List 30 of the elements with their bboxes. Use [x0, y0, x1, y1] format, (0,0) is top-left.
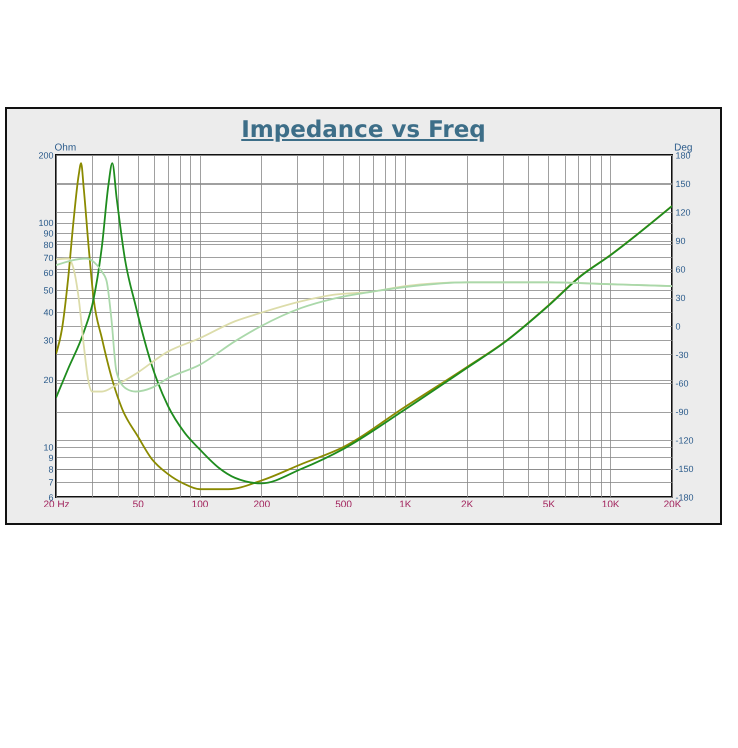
y2-tick-label: -120 [676, 436, 694, 446]
y-tick-label: 6 [48, 492, 54, 502]
y-tick-label: 50 [43, 286, 54, 296]
y-tick-label: 90 [43, 228, 54, 238]
y2-tick-label: 60 [676, 264, 686, 274]
y-tick-label: 40 [43, 307, 54, 318]
y-tick-label: 60 [43, 268, 54, 278]
y2-tick-label: -60 [676, 378, 689, 388]
y2-tick-label: 0 [676, 322, 681, 332]
y2-tick-label: -180 [676, 492, 694, 502]
y2-tick-label: 90 [676, 236, 686, 246]
y2-axis-title: Deg [674, 142, 692, 154]
y2-tick-label: 150 [676, 179, 691, 189]
y-tick-label: 20 [43, 375, 54, 386]
y-tick-label: 200 [38, 150, 54, 160]
y-tick-label: 7 [48, 477, 54, 488]
y-tick-label: 80 [43, 240, 54, 250]
y-axis-title: Ohm [54, 142, 76, 154]
y2-tick-label: 120 [676, 208, 691, 218]
y-tick-label: 30 [43, 336, 54, 346]
y2-tick-label: -30 [676, 350, 689, 360]
y-tick-label: 100 [38, 218, 54, 228]
y2-tick-label: -150 [676, 464, 694, 474]
y-tick-label: 70 [43, 252, 54, 263]
y-tick-label: 9 [48, 452, 54, 463]
y2-tick-label: 30 [676, 293, 686, 303]
y-tick-label: 10 [43, 442, 54, 453]
chart-title: Impedance vs Freq [240, 117, 487, 143]
y2-tick-label: -90 [676, 407, 689, 417]
y-tick-label: 8 [48, 464, 54, 474]
